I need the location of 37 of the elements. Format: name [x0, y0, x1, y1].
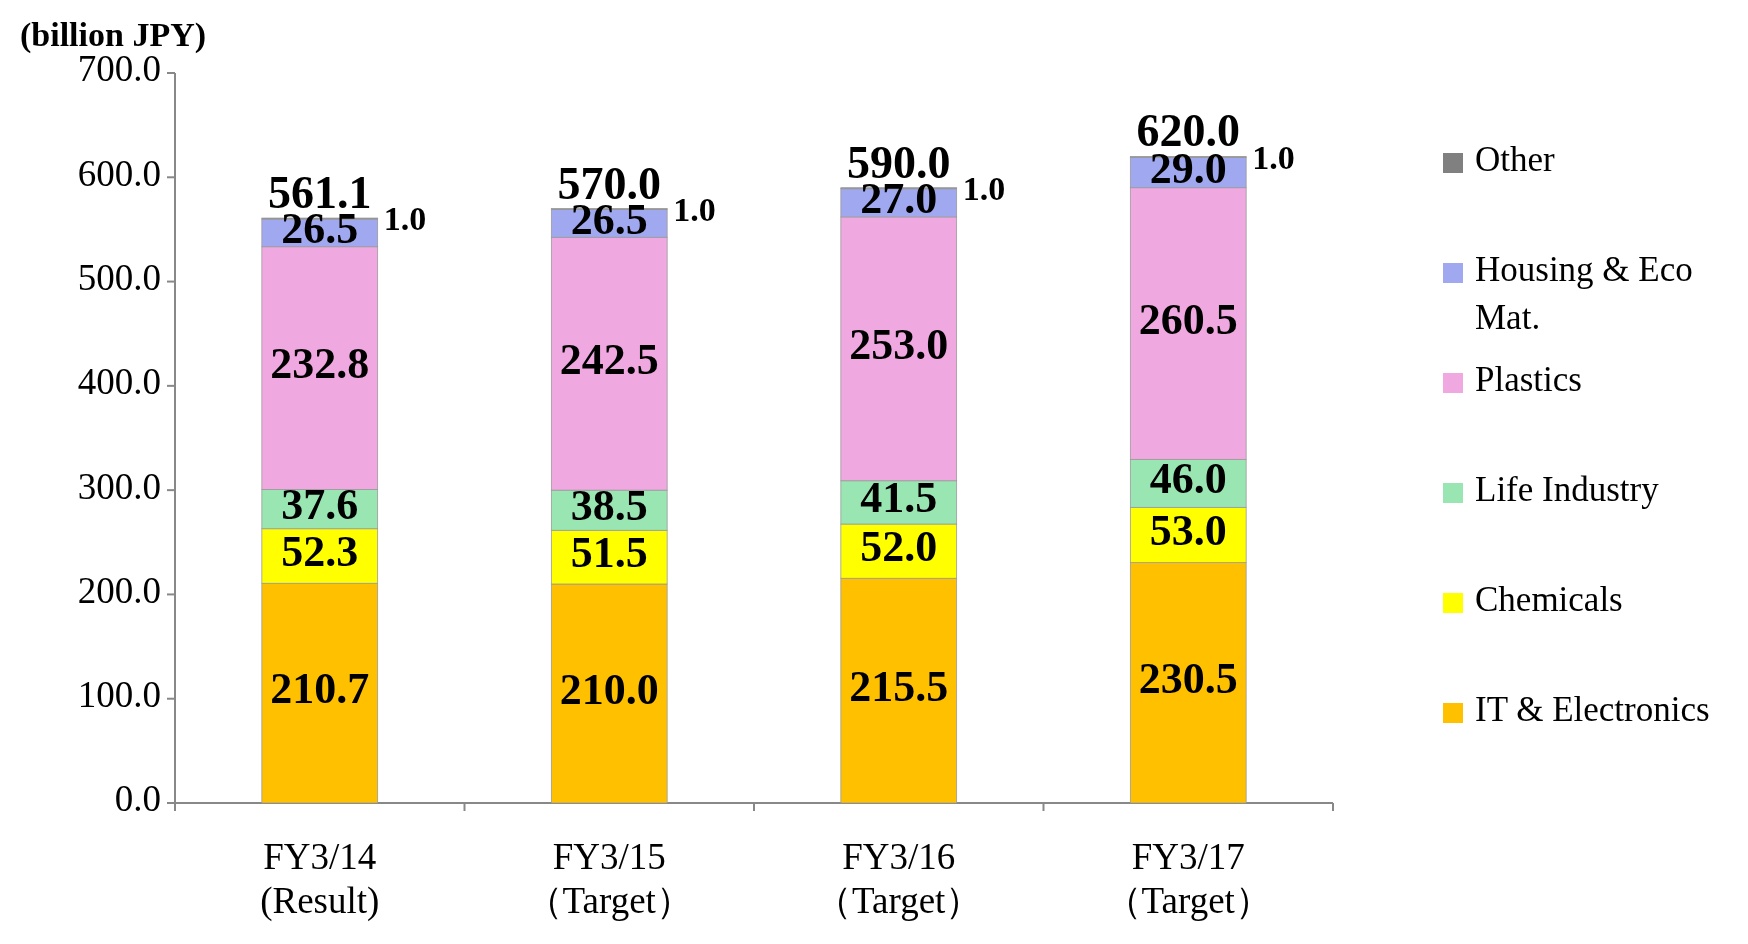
y-tick-label: 100.0: [77, 674, 161, 716]
data-label: 37.6: [281, 480, 359, 530]
y-tick-label: 400.0: [77, 361, 161, 403]
data-label: 210.7: [270, 664, 370, 714]
legend-label: Housing & Eco Mat.: [1475, 250, 1693, 338]
y-tick-label: 200.0: [77, 569, 161, 611]
x-tick-label: FY3/14 (Result): [260, 836, 380, 922]
data-label: 1.0: [1252, 138, 1295, 176]
data-label: 215.5: [849, 661, 949, 711]
legend-label: Chemicals: [1475, 580, 1623, 620]
data-label: 52.0: [860, 522, 938, 572]
x-tick-label: FY3/15 （Target）: [525, 836, 693, 921]
data-label: 242.5: [559, 334, 659, 384]
y-tick-label: 500.0: [77, 257, 161, 299]
data-label: 232.8: [270, 339, 370, 389]
y-tick-label: 300.0: [77, 465, 161, 507]
data-label: 46.0: [1149, 454, 1227, 504]
data-label: 210.0: [559, 664, 659, 714]
data-label: 260.5: [1138, 294, 1238, 344]
legend-label: Life Industry: [1475, 470, 1660, 510]
y-tick-label: 0.0: [114, 778, 161, 820]
data-label: 53.0: [1149, 506, 1227, 556]
data-label: 1.0: [673, 190, 716, 228]
data-label: 41.5: [860, 473, 938, 523]
x-tick-label: FY3/17 （Target）: [1104, 836, 1272, 921]
legend-label: IT & Electronics: [1475, 690, 1710, 730]
data-label: 1.0: [383, 200, 427, 238]
data-label: 51.5: [570, 528, 648, 578]
legend-label: Plastics: [1475, 360, 1582, 400]
y-tick-label: 600.0: [77, 152, 161, 194]
legend-label: Other: [1475, 140, 1556, 180]
x-tick-label: FY3/16 （Target）: [815, 836, 983, 921]
data-label: 38.5: [570, 481, 648, 531]
data-label: 1.0: [962, 170, 1006, 208]
data-label: 230.5: [1138, 653, 1238, 703]
data-label: 52.3: [281, 527, 359, 577]
data-label: 253.0: [849, 319, 949, 369]
